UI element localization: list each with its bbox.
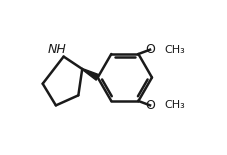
Text: CH₃: CH₃ bbox=[164, 45, 185, 55]
Text: NH: NH bbox=[48, 43, 67, 56]
Text: O: O bbox=[144, 99, 154, 112]
Text: O: O bbox=[144, 43, 154, 56]
Text: CH₃: CH₃ bbox=[164, 100, 185, 110]
Polygon shape bbox=[82, 69, 99, 80]
